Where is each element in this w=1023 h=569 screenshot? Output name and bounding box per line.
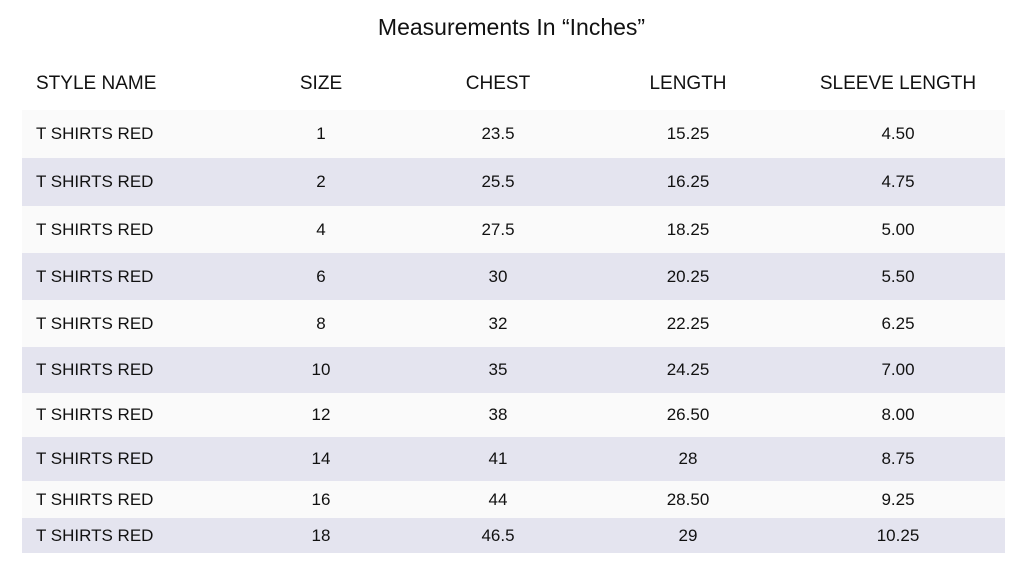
table-cell: 28.50 (666, 489, 710, 509)
table-row (22, 481, 1005, 518)
table-cell: 16.25 (666, 172, 710, 191)
table-cell: 35 (488, 360, 508, 379)
table-cell: T SHIRTS RED (36, 266, 154, 286)
table-cell: 10.25 (876, 525, 920, 545)
table-cell: 22.25 (666, 313, 710, 333)
title: Measurements In “Inches” (377, 14, 646, 40)
table-cell: 5.00 (881, 219, 915, 239)
table-cell: T SHIRTS RED (36, 405, 154, 424)
table-cell: T SHIRTS RED (36, 313, 154, 333)
table-cell: 12 (311, 405, 331, 424)
table-cell: 24.25 (666, 360, 710, 379)
table-row (22, 110, 1005, 158)
table-cell: T SHIRTS RED (36, 124, 154, 143)
table-cell: 4.75 (881, 172, 915, 191)
header-cell: LENGTH (649, 73, 727, 94)
table-cell: 23.5 (481, 124, 515, 143)
table-cell: 8.75 (881, 449, 915, 468)
table-cell: 30 (488, 266, 508, 286)
table-cell: 16 (311, 489, 331, 509)
table-cell: 32 (488, 313, 508, 333)
table-cell: 8.00 (881, 405, 915, 424)
table-cell: T SHIRTS RED (36, 449, 154, 468)
table-cell: T SHIRTS RED (36, 172, 154, 191)
table-row (22, 158, 1005, 206)
table-cell: 18.25 (666, 219, 710, 239)
table-row (22, 253, 1005, 300)
table-cell: 2 (316, 172, 326, 191)
table-cell: 15.25 (666, 124, 710, 143)
table-cell: 20.25 (666, 266, 710, 286)
header-cell: SIZE (299, 73, 343, 94)
table-row (22, 437, 1005, 481)
table-cell: 6 (316, 266, 326, 286)
table-row (22, 206, 1005, 253)
table-row (22, 518, 1005, 553)
table-cell: 10 (311, 360, 331, 379)
table-cell: 29 (678, 525, 698, 545)
table-cell: 27.5 (481, 219, 515, 239)
table-cell: 5.50 (881, 266, 915, 286)
table-cell: T SHIRTS RED (36, 219, 154, 239)
table-cell: 28 (678, 449, 698, 468)
table-cell: 44 (488, 489, 508, 509)
table-cell: 4 (316, 219, 326, 239)
table-cell: 1 (316, 124, 326, 143)
table-cell: 18 (311, 525, 331, 545)
table-cell: 7.00 (881, 360, 915, 379)
table-cell: 25.5 (481, 172, 515, 191)
table-row (22, 393, 1005, 437)
header-cell: STYLE NAME (36, 73, 157, 94)
header-cell: SLEEVE LENGTH (819, 73, 977, 94)
table-row (22, 347, 1005, 393)
table-cell: T SHIRTS RED (36, 489, 154, 509)
table-cell: 46.5 (481, 525, 515, 545)
table-cell: 38 (488, 405, 508, 424)
header-cell: CHEST (465, 73, 531, 94)
table-cell: 9.25 (881, 489, 915, 509)
table-cell: 14 (311, 449, 331, 468)
table-cell: 6.25 (881, 313, 915, 333)
table-cell: 4.50 (881, 124, 915, 143)
table-cell: T SHIRTS RED (36, 525, 154, 545)
table-row (22, 300, 1005, 347)
table-cell: 8 (316, 313, 326, 333)
table-cell: 41 (488, 449, 508, 468)
table-cell: 26.50 (666, 405, 710, 424)
table-cell: T SHIRTS RED (36, 360, 154, 379)
